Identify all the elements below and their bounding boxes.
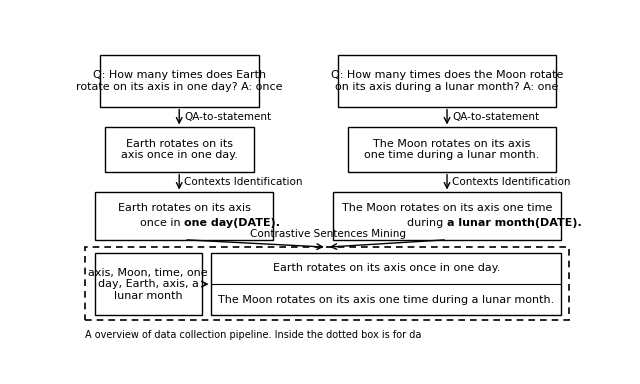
Text: a lunar month(DATE).: a lunar month(DATE). — [447, 218, 582, 228]
Text: The Moon rotates on its axis one time during a lunar month.: The Moon rotates on its axis one time du… — [218, 295, 554, 305]
Bar — [348, 127, 556, 172]
Bar — [95, 253, 202, 315]
Text: axis, Moon, time, one
day, Earth, axis, a
lunar month: axis, Moon, time, one day, Earth, axis, … — [88, 268, 208, 301]
Text: QA-to-statement: QA-to-statement — [452, 112, 539, 122]
Text: Contrastive Sentences Mining: Contrastive Sentences Mining — [250, 229, 406, 239]
Text: Q: How many times does the Moon rotate
on its axis during a lunar month? A: one: Q: How many times does the Moon rotate o… — [331, 70, 563, 92]
Bar — [95, 192, 273, 240]
Text: Earth rotates on its axis once in one day.: Earth rotates on its axis once in one da… — [273, 263, 500, 273]
Bar — [211, 253, 561, 315]
Text: Earth rotates on its
axis once in one day.: Earth rotates on its axis once in one da… — [121, 139, 237, 161]
Bar — [333, 192, 561, 240]
Text: Earth rotates on its axis: Earth rotates on its axis — [118, 203, 251, 213]
Bar — [100, 55, 259, 107]
Text: The Moon rotates on its axis
one time during a lunar month.: The Moon rotates on its axis one time du… — [364, 139, 540, 161]
Text: Contexts Identification: Contexts Identification — [184, 177, 303, 187]
Text: The Moon rotates on its axis one time: The Moon rotates on its axis one time — [342, 203, 552, 213]
Bar — [338, 55, 556, 107]
Text: one day(DATE).: one day(DATE). — [184, 218, 280, 228]
Text: A overview of data collection pipeline. Inside the dotted box is for da: A overview of data collection pipeline. … — [85, 330, 421, 340]
Bar — [85, 247, 568, 319]
Text: QA-to-statement: QA-to-statement — [184, 112, 271, 122]
Text: Q: How many times does Earth
rotate on its axis in one day? A: once: Q: How many times does Earth rotate on i… — [76, 70, 282, 92]
Text: Contexts Identification: Contexts Identification — [452, 177, 570, 187]
Bar — [105, 127, 253, 172]
Text: once in: once in — [140, 218, 184, 228]
Text: during: during — [407, 218, 447, 228]
